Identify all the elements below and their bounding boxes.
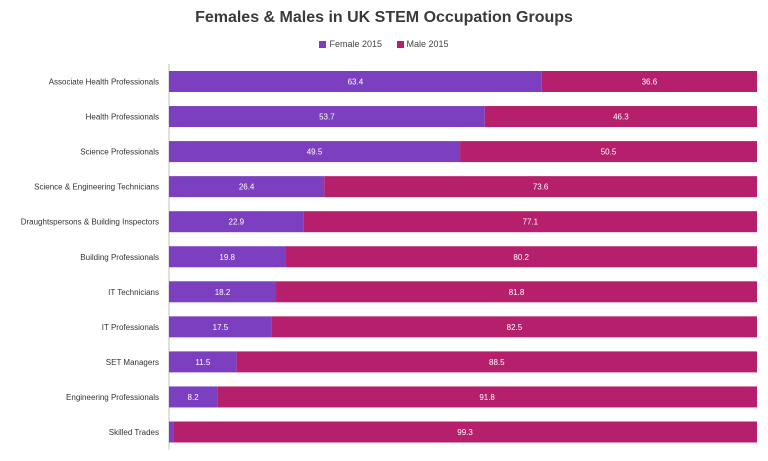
bar-female [169, 386, 218, 408]
data-label-female: 26.4 [239, 183, 255, 192]
category-label: Skilled Trades [109, 428, 159, 437]
bar-female [169, 71, 542, 92]
bar-male [173, 421, 758, 443]
legend-entry-male: Male 2015 [396, 39, 449, 49]
category-label: Engineering Professionals [66, 393, 159, 402]
chart-title: Females & Males in UK STEM Occupation Gr… [195, 9, 573, 26]
category-label: Science Professionals [80, 148, 159, 157]
bar-female [169, 106, 485, 128]
legend-entry-female: Female 2015 [319, 39, 382, 49]
data-label-female: 22.9 [229, 218, 245, 227]
bar-male [460, 141, 757, 163]
data-label-female: 11.5 [195, 358, 211, 367]
data-label-female: 18.2 [215, 288, 231, 297]
bar-female [169, 281, 277, 303]
bar-female [169, 211, 304, 233]
category-label: Draughtspersons & Building Inspectors [21, 218, 159, 227]
bar-male [324, 176, 757, 198]
legend-swatch-male [396, 40, 404, 48]
data-label-female: 8.2 [188, 393, 200, 402]
bar-male [484, 106, 757, 128]
data-label-male: 36.6 [642, 78, 658, 87]
bar-female [169, 246, 286, 268]
data-label-female: 49.5 [307, 148, 323, 157]
bar-female [169, 176, 325, 198]
bar-female [169, 316, 272, 338]
legend-label-female: Female 2015 [329, 39, 382, 49]
bar-male [271, 316, 757, 338]
data-label-female: 53.7 [319, 113, 335, 122]
category-label: Science & Engineering Technicians [34, 183, 159, 192]
data-label-male: 82.5 [507, 323, 523, 332]
data-label-female: 19.8 [219, 253, 235, 262]
data-label-male: 46.3 [613, 113, 629, 122]
data-label-male: 77.1 [523, 218, 539, 227]
bar-male [236, 351, 757, 373]
category-label: Building Professionals [80, 253, 159, 262]
legend-swatch-female [319, 40, 327, 48]
data-label-male: 80.2 [513, 253, 529, 262]
category-label: Associate Health Professionals [49, 78, 159, 87]
category-label: Health Professionals [86, 113, 159, 122]
bar-female [169, 421, 174, 443]
data-label-male: 88.5 [489, 358, 505, 367]
bar-male [276, 281, 757, 303]
data-label-female: 17.5 [213, 323, 229, 332]
data-label-male: 91.8 [479, 393, 495, 402]
bar-female [169, 141, 461, 163]
legend-label-male: Male 2015 [406, 39, 449, 49]
bar-female [169, 351, 237, 373]
data-label-male: 99.3 [457, 428, 473, 437]
data-label-female: 63.4 [348, 78, 364, 87]
data-label-male: 50.5 [601, 148, 617, 157]
category-label: SET Managers [106, 358, 159, 367]
bar-male [303, 211, 757, 233]
bar-male [285, 246, 757, 268]
category-label: IT Technicians [108, 288, 159, 297]
category-label: IT Professionals [102, 323, 159, 332]
legend: Female 2015 Male 2015 [0, 39, 768, 50]
data-label-male: 81.8 [509, 288, 525, 297]
bar-male [217, 386, 757, 408]
bar-male [541, 71, 757, 92]
data-label-male: 73.6 [533, 183, 549, 192]
